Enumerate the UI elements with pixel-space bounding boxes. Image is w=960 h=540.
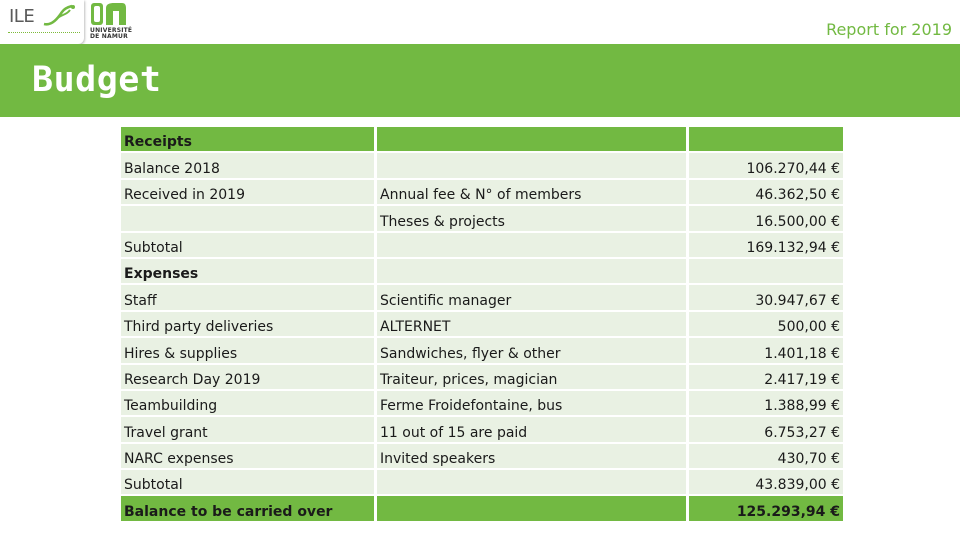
- row-detail: [377, 127, 689, 154]
- table-row: Subtotal 169.132,94 €: [121, 232, 843, 259]
- row-label: Staff: [121, 285, 377, 312]
- row-amount: 169.132,94 €: [689, 232, 843, 259]
- row-detail: Theses & projects: [377, 206, 689, 233]
- ile-logo-text: ILE: [9, 6, 35, 27]
- row-detail: Annual fee & N° of members: [377, 179, 689, 207]
- row-label: Received in 2019: [121, 179, 377, 207]
- row-amount: [689, 127, 843, 154]
- row-detail: Traiteur, prices, magician: [377, 364, 689, 391]
- row-detail: Sandwiches, flyer & other: [377, 338, 689, 365]
- row-amount: 500,00 €: [689, 311, 843, 339]
- leaf-swoosh-icon: [43, 4, 75, 26]
- page-title: Budget: [32, 60, 162, 100]
- header-logos: ILE UNIVERSITÉ DE NAMUR: [0, 0, 133, 44]
- row-amount: [689, 258, 843, 286]
- table-row: Balance to be carried over 125.293,94 €: [121, 496, 843, 523]
- table-row: Research Day 2019 Traiteur, prices, magic…: [121, 364, 843, 391]
- table-row: Subtotal 43.839,00 €: [121, 470, 843, 497]
- row-label: Balance to be carried over: [121, 496, 377, 523]
- budget-table-body: Receipts Balance 2018 106.270,44 € Received…: [121, 127, 843, 523]
- table-row: Theses & projects 16.500,00 €: [121, 206, 843, 233]
- unamur-logo-text: UNIVERSITÉ DE NAMUR: [90, 27, 133, 40]
- row-label: NARC expenses: [121, 443, 377, 471]
- row-label: Balance 2018: [121, 153, 377, 180]
- row-label: Expenses: [121, 258, 377, 286]
- row-amount: 1.401,18 €: [689, 338, 843, 365]
- row-amount: 43.839,00 €: [689, 470, 843, 497]
- row-amount: 1.388,99 €: [689, 390, 843, 418]
- table-row: Third party deliveries ALTERNET 500,00 €: [121, 311, 843, 339]
- row-detail: 11 out of 15 are paid: [377, 417, 689, 444]
- unamur-logo-icon: [91, 3, 126, 25]
- row-detail: [377, 470, 689, 497]
- row-label: Teambuilding: [121, 390, 377, 418]
- row-detail: Ferme Froidefontaine, bus: [377, 390, 689, 418]
- row-detail: [377, 496, 689, 523]
- table-row: Expenses: [121, 258, 843, 286]
- row-label: Receipts: [121, 127, 377, 154]
- report-title: Report for 2019: [826, 20, 952, 39]
- row-label: Subtotal: [121, 232, 377, 259]
- row-label: Hires & supplies: [121, 338, 377, 365]
- row-amount: 16.500,00 €: [689, 206, 843, 233]
- table-row: Receipts: [121, 127, 843, 154]
- row-amount: 125.293,94 €: [689, 496, 843, 523]
- row-amount: 430,70 €: [689, 443, 843, 471]
- row-amount: 2.417,19 €: [689, 364, 843, 391]
- table-row: Travel grant 11 out of 15 are paid 6.753,2…: [121, 417, 843, 444]
- table-row: Staff Scientific manager 30.947,67 €: [121, 285, 843, 312]
- row-detail: Scientific manager: [377, 285, 689, 312]
- ile-logo: ILE: [0, 0, 84, 44]
- row-amount: 106.270,44 €: [689, 153, 843, 180]
- row-label: Third party deliveries: [121, 311, 377, 339]
- row-amount: 46.362,50 €: [689, 179, 843, 207]
- row-detail: [377, 232, 689, 259]
- row-label: Travel grant: [121, 417, 377, 444]
- row-amount: 6.753,27 €: [689, 417, 843, 444]
- budget-table: Receipts Balance 2018 106.270,44 € Received…: [121, 127, 843, 523]
- ile-tagline-dots: [8, 32, 80, 35]
- row-detail: [377, 258, 689, 286]
- row-label: [121, 206, 377, 233]
- row-detail: ALTERNET: [377, 311, 689, 339]
- row-label: Subtotal: [121, 470, 377, 497]
- row-detail: Invited speakers: [377, 443, 689, 471]
- row-label: Research Day 2019: [121, 364, 377, 391]
- title-band: [0, 44, 960, 117]
- table-row: Received in 2019 Annual fee & N° of membe…: [121, 179, 843, 207]
- table-row: Hires & supplies Sandwiches, flyer & othe…: [121, 338, 843, 365]
- table-row: NARC expenses Invited speakers 430,70 €: [121, 443, 843, 471]
- table-row: Teambuilding Ferme Froidefontaine, bus 1.3…: [121, 390, 843, 418]
- row-detail: [377, 153, 689, 180]
- table-row: Balance 2018 106.270,44 €: [121, 153, 843, 180]
- row-amount: 30.947,67 €: [689, 285, 843, 312]
